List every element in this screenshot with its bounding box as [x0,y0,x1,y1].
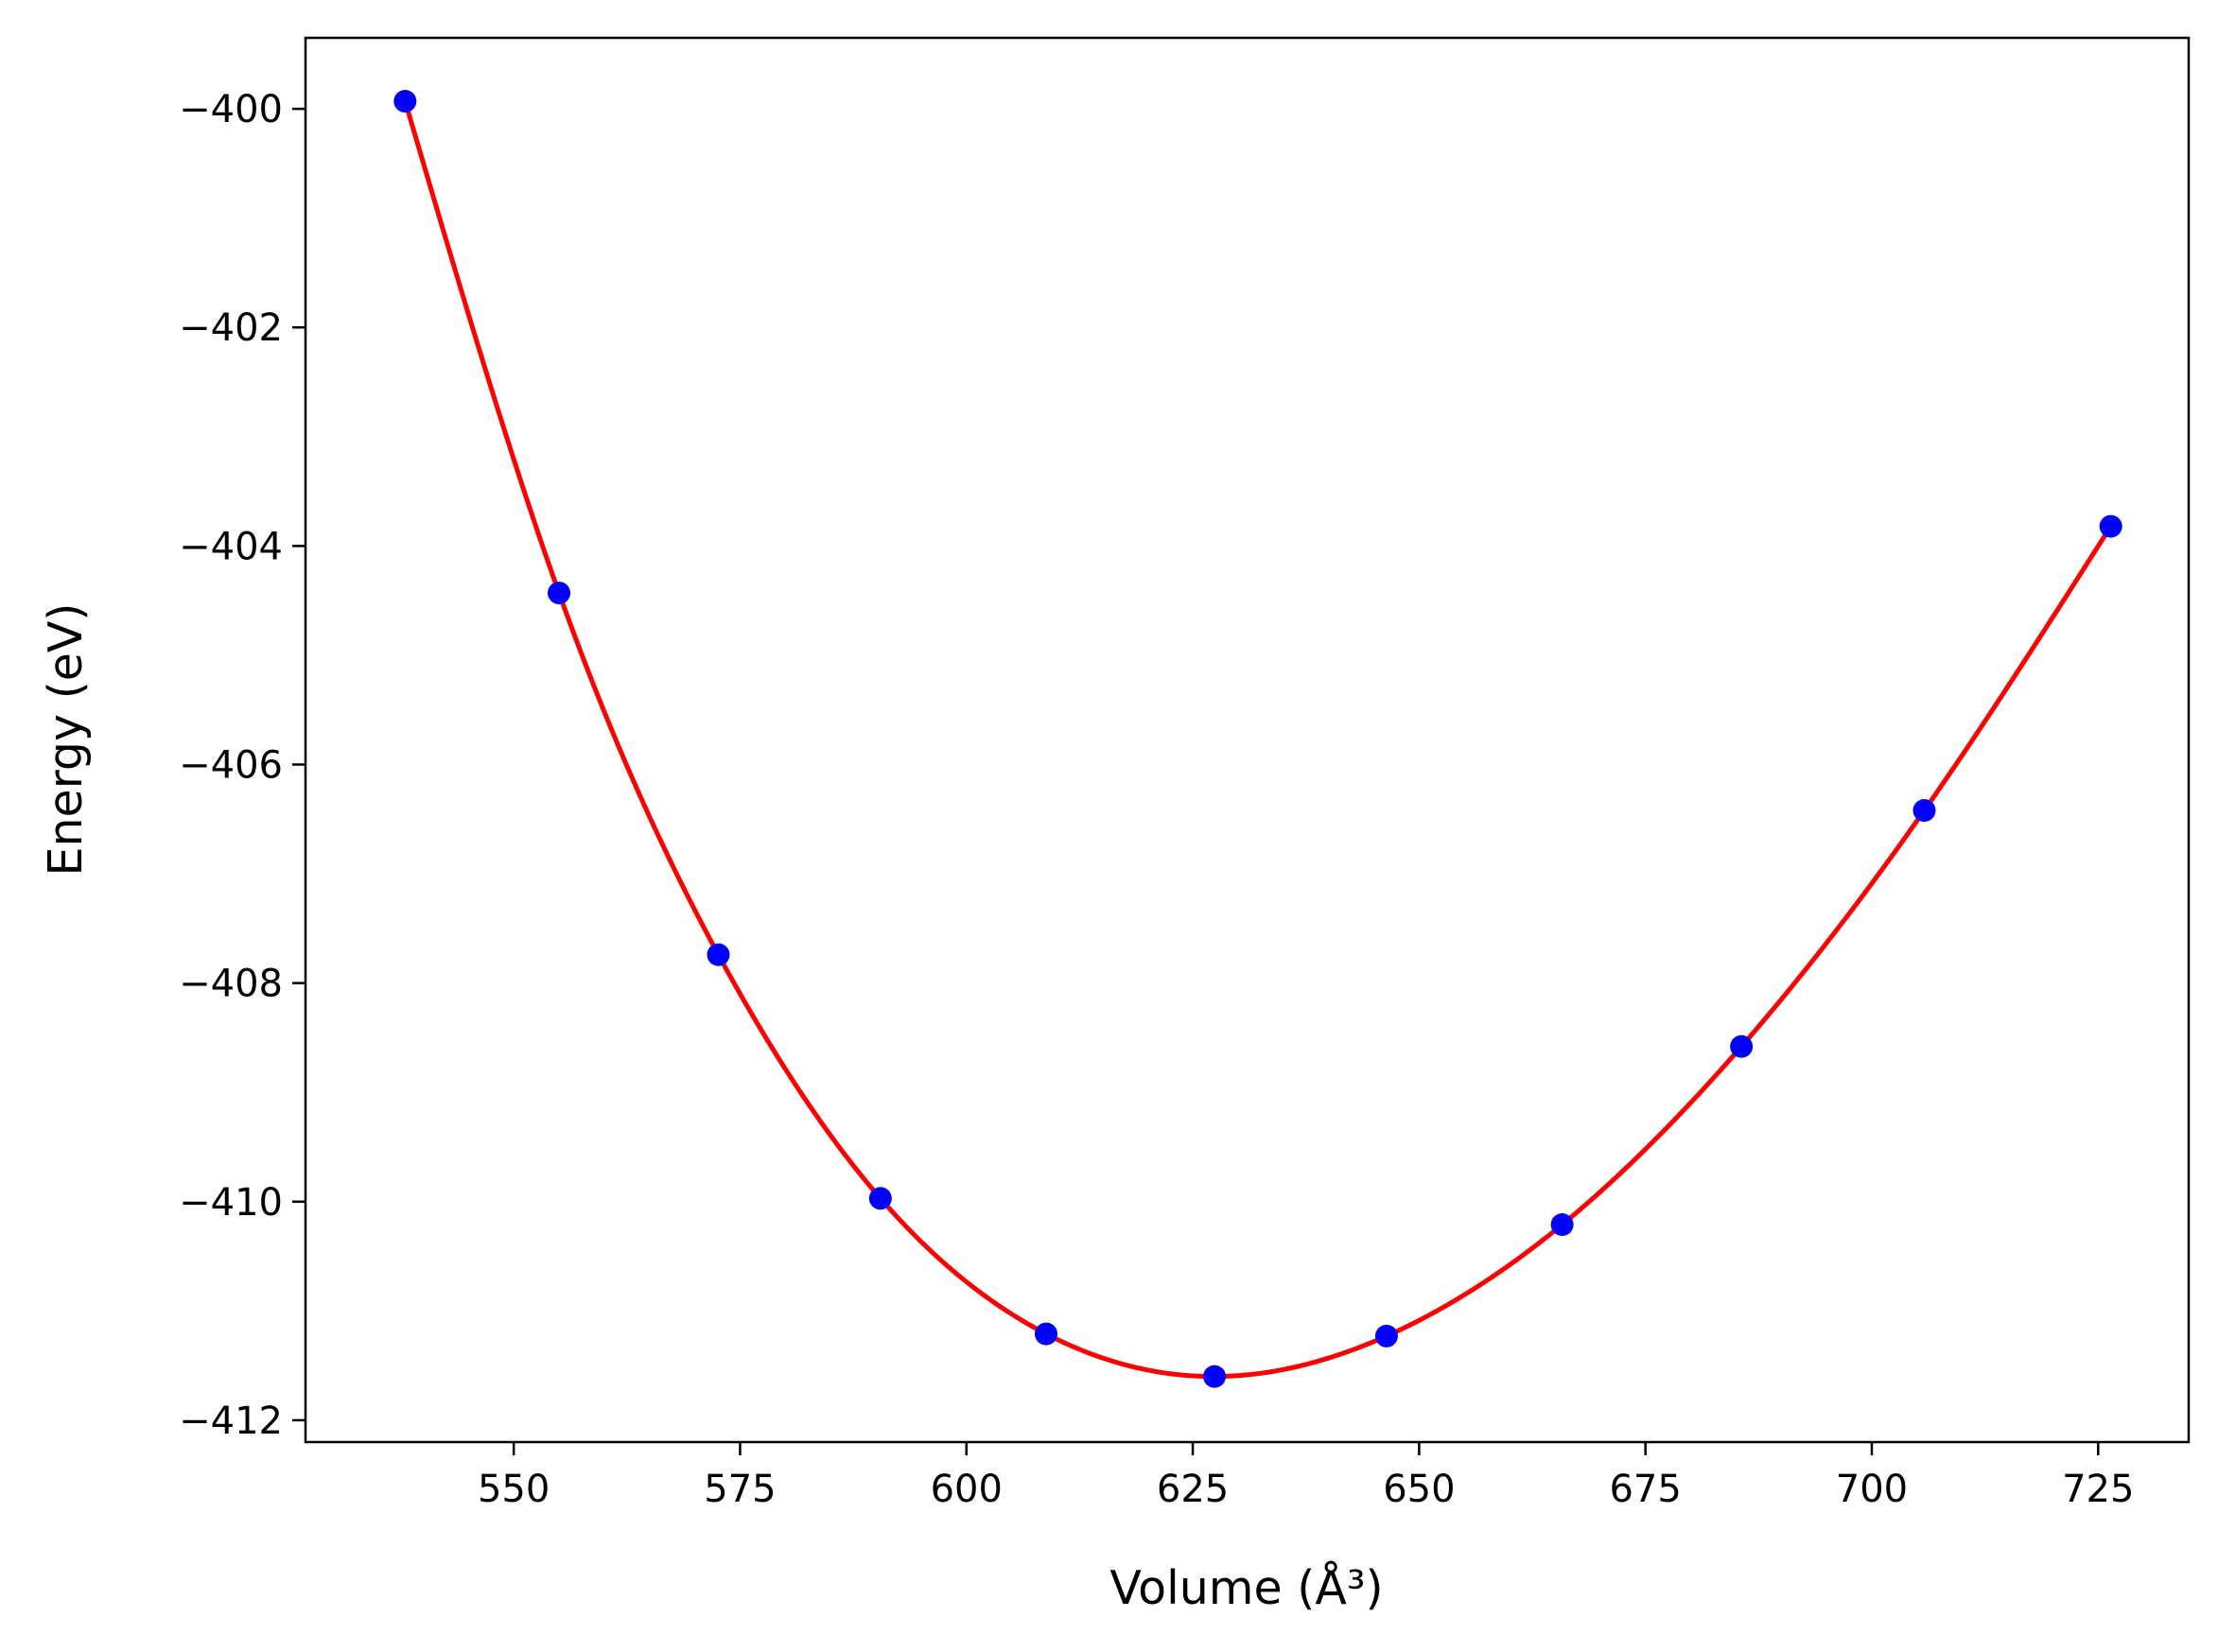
data-point [2099,514,2122,538]
data-point [1730,1035,1754,1058]
data-point [868,1187,892,1210]
data-point [548,582,571,605]
plot-frame [304,36,2191,1444]
y-axis-label: Energy (eV) [39,602,93,876]
data-point [1374,1324,1398,1348]
x-tick-label: 675 [1609,1468,1681,1511]
y-tick-label: −412 [179,1400,283,1443]
data-point [707,943,730,966]
y-tick-label: −410 [179,1181,283,1225]
x-axis-label: Volume (Å³) [1109,1559,1383,1615]
x-tick-label: 575 [704,1468,776,1511]
x-tick-label: 600 [931,1468,1003,1511]
data-points-layer [393,90,2122,1388]
y-tick-label: −400 [179,88,283,131]
x-ticks: 550 575 600 625 650 675 700 725 [478,1442,2134,1511]
data-point [1035,1322,1057,1346]
x-tick-label: 650 [1383,1468,1455,1511]
x-tick-label: 700 [1836,1468,1908,1511]
y-tick-label: −406 [179,744,283,788]
y-tick-label: −408 [179,963,283,1006]
data-point [1550,1213,1574,1237]
x-tick-label: 725 [2062,1468,2134,1511]
y-ticks: −400 −402 −404 −406 −408 −410 −412 [179,88,306,1443]
data-point [393,90,417,113]
y-tick-label: −404 [179,525,283,568]
data-point [1912,799,1936,823]
x-tick-label: 550 [478,1468,550,1511]
y-tick-label: −402 [179,306,283,350]
x-tick-label: 625 [1157,1468,1229,1511]
data-point [1203,1365,1227,1388]
